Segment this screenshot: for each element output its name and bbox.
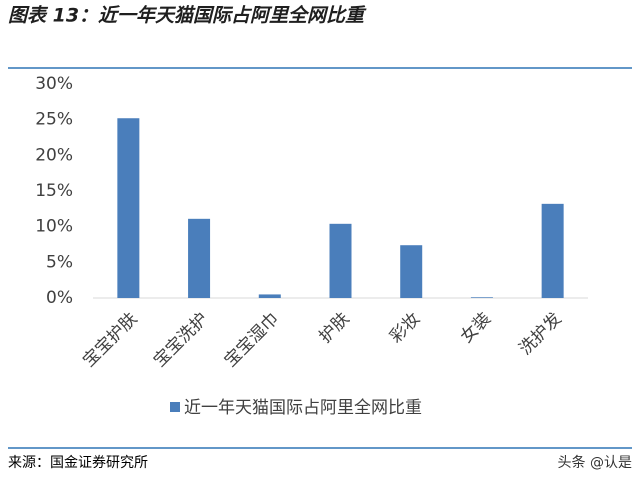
y-tick-label: 15% xyxy=(35,181,73,201)
bar xyxy=(329,223,352,298)
bar xyxy=(258,294,281,298)
bar xyxy=(541,203,564,298)
y-tick-label: 20% xyxy=(35,145,73,165)
x-tick-label: 女装 xyxy=(457,309,495,347)
y-tick-label: 25% xyxy=(35,110,73,130)
y-tick-label: 10% xyxy=(35,217,73,237)
chart-title: 图表 13：近一年天猫国际占阿里全网比重 xyxy=(8,5,367,27)
source: 来源：国金证券研究所 xyxy=(8,455,148,471)
bar xyxy=(400,245,423,298)
x-tick-label: 宝宝洗护 xyxy=(150,309,212,371)
x-tick-label: 护肤 xyxy=(315,309,353,347)
legend-swatch xyxy=(170,402,180,412)
x-tick-label: 宝宝湿巾 xyxy=(221,309,283,371)
legend-label: 近一年天猫国际占阿里全网比重 xyxy=(184,398,422,418)
bar xyxy=(117,118,140,299)
watermark: 头条 @认是 xyxy=(558,454,632,471)
y-tick-label: 0% xyxy=(46,288,73,308)
y-tick-label: 5% xyxy=(46,252,73,272)
x-tick-label: 彩妆 xyxy=(386,309,424,347)
bar xyxy=(188,218,211,298)
x-tick-label: 宝宝护肤 xyxy=(79,309,141,371)
bar xyxy=(470,297,493,298)
y-tick-label: 30% xyxy=(35,74,73,94)
x-tick-label: 洗护发 xyxy=(516,309,566,359)
